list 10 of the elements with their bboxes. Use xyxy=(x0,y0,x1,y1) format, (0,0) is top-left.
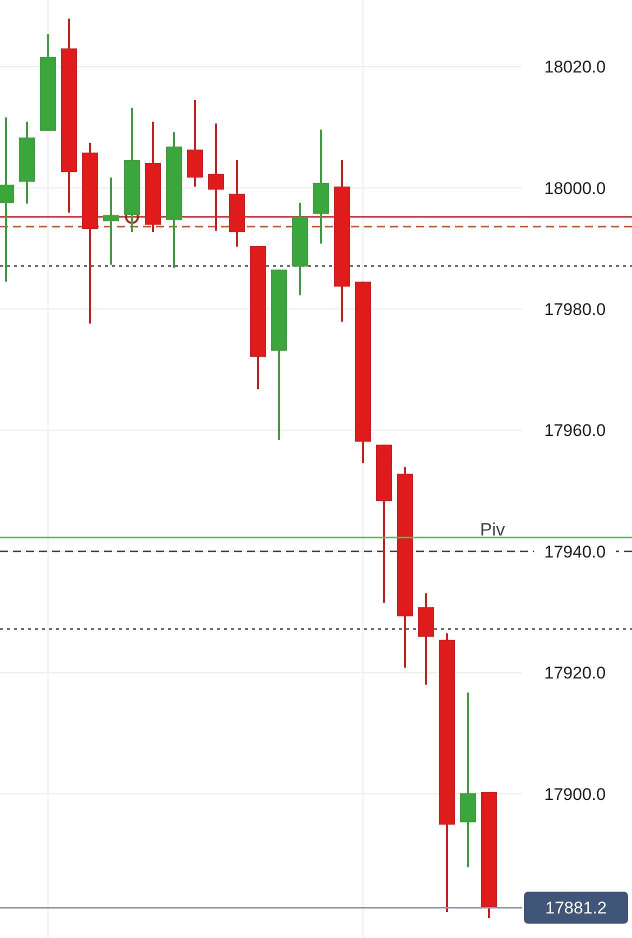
y-tick-label: 18000.0 xyxy=(544,178,606,198)
ref-line-label: 17881.2 xyxy=(545,898,607,918)
y-tick-label: 17940.0 xyxy=(544,542,606,562)
y-tick-label: 17980.0 xyxy=(544,300,606,320)
y-tick-label: 17960.0 xyxy=(544,421,606,440)
y-tick-label: 17920.0 xyxy=(544,664,606,683)
ref-line-label: Piv xyxy=(480,519,506,540)
y-tick-label: 17900.0 xyxy=(544,784,606,804)
y-tick-label: 18020.0 xyxy=(544,58,606,77)
candlestick xyxy=(103,176,119,266)
